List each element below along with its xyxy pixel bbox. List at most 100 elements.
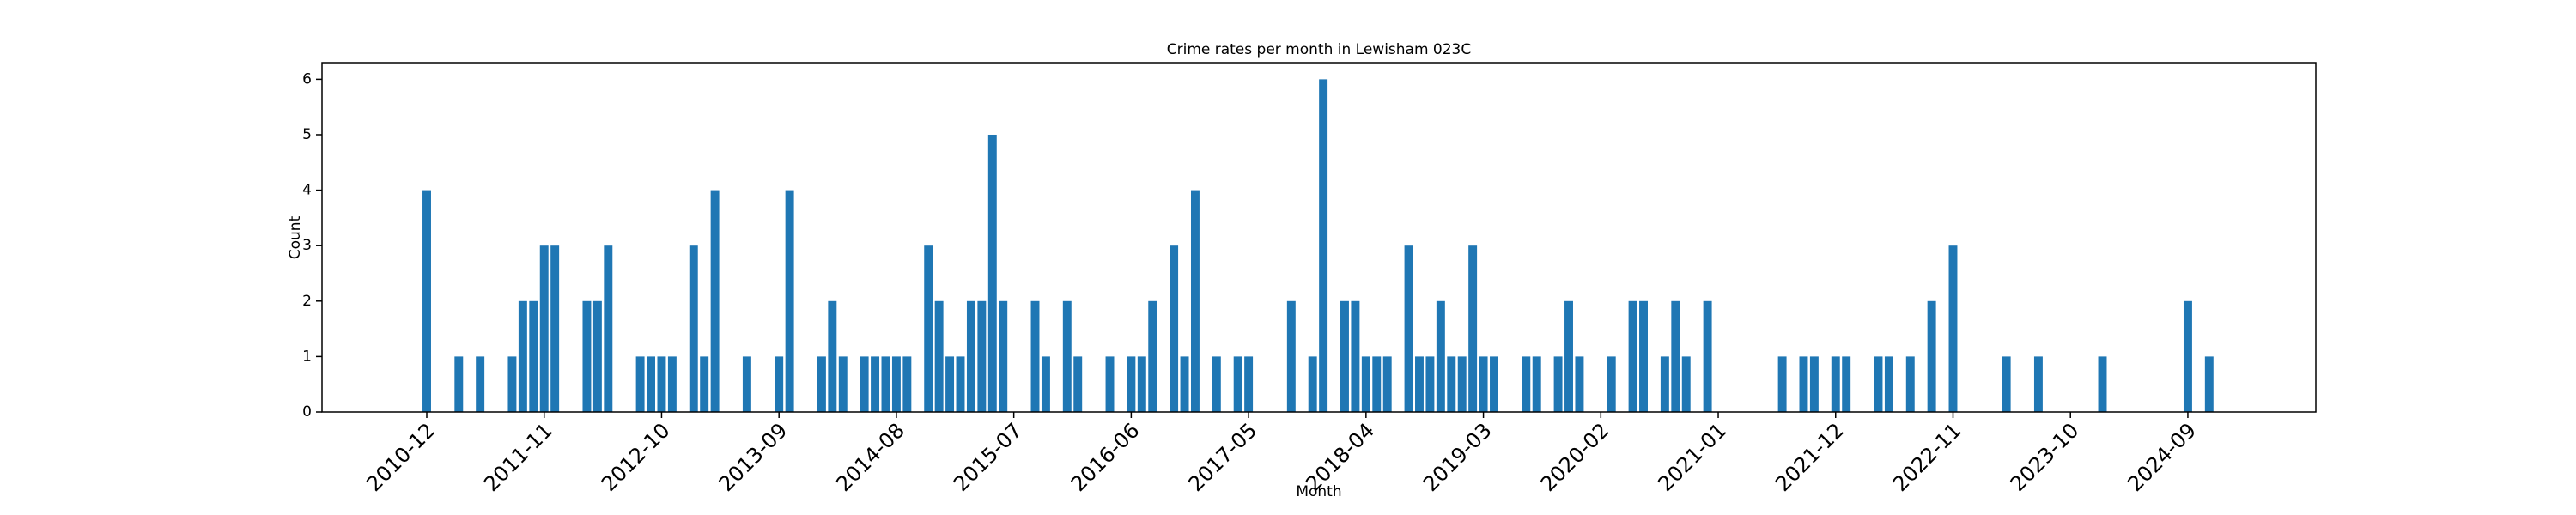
- bar: [1105, 356, 1115, 412]
- bar: [924, 245, 933, 412]
- bar: [945, 356, 955, 412]
- bar: [2002, 356, 2011, 412]
- bar: [1447, 356, 1456, 412]
- bar: [1415, 356, 1424, 412]
- bar: [902, 356, 912, 412]
- bar: [2183, 300, 2192, 412]
- bar: [1041, 356, 1050, 412]
- x-tick-label: 2013-09: [714, 418, 793, 496]
- bar: [1490, 356, 1498, 412]
- bar: [1799, 356, 1808, 412]
- x-tick-label: 2011-11: [479, 418, 557, 496]
- bar: [582, 300, 592, 412]
- bar: [1607, 356, 1616, 412]
- y-axis-label: Count: [287, 215, 304, 259]
- bar: [1212, 356, 1221, 412]
- x-tick-label: 2012-10: [597, 418, 675, 496]
- x-tick-label: 2020-02: [1536, 418, 1614, 496]
- bar: [1948, 245, 1958, 412]
- bar: [1532, 356, 1541, 412]
- y-tick-label: 5: [302, 126, 312, 143]
- chart-title: Crime rates per month in Lewisham 023C: [1167, 41, 1472, 58]
- bar: [1190, 190, 1200, 413]
- bar: [1180, 356, 1189, 412]
- bar: [529, 300, 538, 412]
- x-tick-label: 2021-01: [1654, 418, 1732, 496]
- bar: [1884, 356, 1893, 412]
- bar: [1575, 356, 1584, 412]
- plot-frame: [321, 62, 2317, 413]
- bar: [604, 245, 613, 412]
- bar: [592, 300, 602, 412]
- bar: [934, 300, 944, 412]
- bar: [667, 356, 677, 412]
- bar: [1137, 356, 1146, 412]
- x-tick-label: 2010-12: [361, 418, 440, 496]
- bar: [1062, 300, 1072, 412]
- bar: [1372, 356, 1382, 412]
- bar: [1233, 356, 1242, 412]
- bar: [999, 300, 1008, 412]
- bar: [1628, 300, 1637, 412]
- bar: [1382, 356, 1392, 412]
- bar: [1244, 356, 1254, 412]
- bar: [539, 245, 549, 412]
- bar: [2033, 356, 2043, 412]
- bar: [775, 356, 784, 412]
- bar: [1660, 356, 1669, 412]
- bar: [891, 356, 901, 412]
- bar: [1308, 356, 1317, 412]
- bar: [1564, 300, 1573, 412]
- bar: [1927, 300, 1936, 412]
- bar: [828, 300, 837, 412]
- bar: [742, 356, 751, 412]
- bar: [1479, 356, 1488, 412]
- bar: [1436, 300, 1445, 412]
- bar: [1553, 356, 1563, 412]
- bar: [1404, 245, 1413, 412]
- bar: [966, 300, 975, 412]
- x-tick-label: 2021-12: [1771, 418, 1849, 496]
- y-tick-label: 6: [302, 70, 312, 88]
- bar: [987, 134, 997, 412]
- bar: [817, 356, 826, 412]
- bar: [1681, 356, 1691, 412]
- y-tick-label: 1: [302, 348, 312, 365]
- bar: [1286, 300, 1296, 412]
- bar: [871, 356, 880, 412]
- bar: [1468, 245, 1478, 412]
- bar: [977, 300, 987, 412]
- bar: [689, 245, 698, 412]
- bar: [2204, 356, 2214, 412]
- bar: [1073, 356, 1083, 412]
- x-tick-label: 2024-09: [2123, 418, 2201, 496]
- bar: [550, 245, 560, 412]
- bar: [1874, 356, 1883, 412]
- bar: [1831, 356, 1840, 412]
- bar: [1351, 300, 1360, 412]
- x-axis-label: Month: [1296, 483, 1341, 500]
- bar: [1639, 300, 1648, 412]
- bar: [785, 190, 794, 413]
- bar: [1170, 245, 1179, 412]
- bar: [1030, 300, 1040, 412]
- x-tick-label: 2019-03: [1419, 418, 1497, 496]
- bar: [1522, 356, 1531, 412]
- bar: [710, 190, 720, 413]
- y-tick-label: 2: [302, 293, 312, 310]
- bar: [1340, 300, 1349, 412]
- x-tick-label: 2015-07: [949, 418, 1027, 496]
- bar: [1842, 356, 1851, 412]
- bar: [635, 356, 645, 412]
- bar: [1777, 356, 1787, 412]
- bar: [1148, 300, 1157, 412]
- bar: [881, 356, 890, 412]
- bar: [1127, 356, 1136, 412]
- x-tick-label: 2022-11: [1888, 418, 1966, 496]
- bar: [518, 300, 527, 412]
- bar: [1703, 300, 1712, 412]
- y-tick-label: 3: [302, 237, 312, 254]
- bar: [1671, 300, 1680, 412]
- bar: [422, 190, 431, 413]
